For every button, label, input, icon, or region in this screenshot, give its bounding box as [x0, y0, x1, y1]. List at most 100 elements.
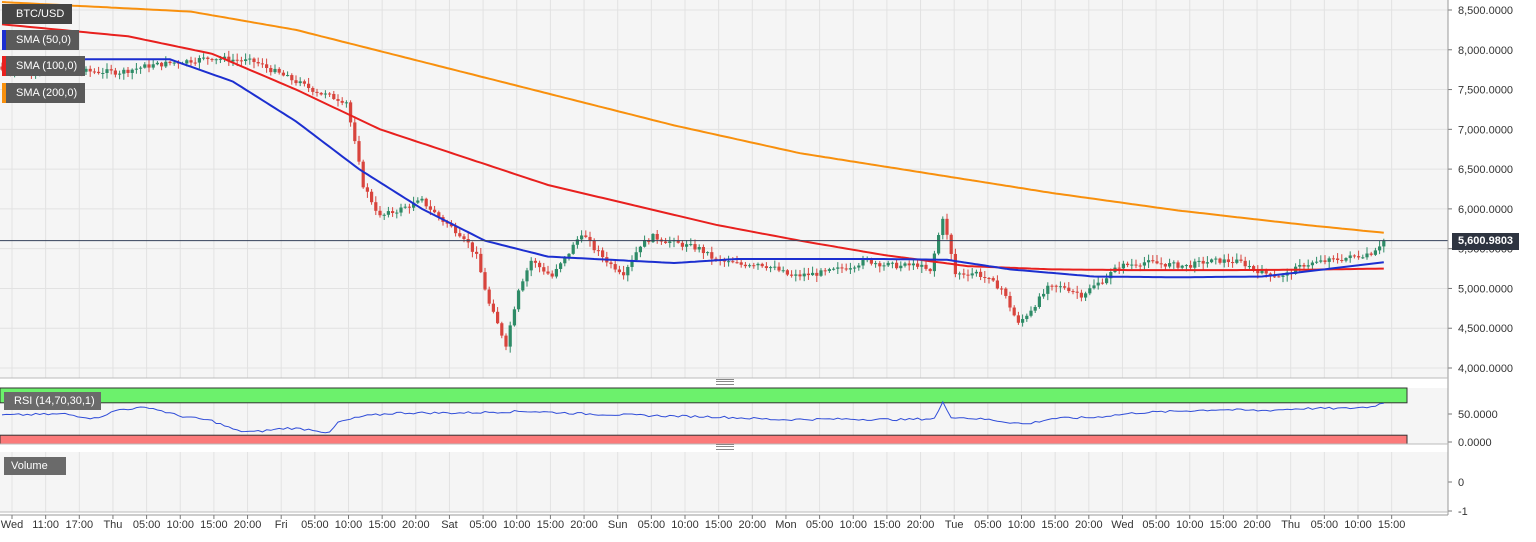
- candle-down: [487, 289, 491, 304]
- candle-down: [790, 274, 794, 276]
- candle-up: [298, 81, 302, 84]
- candle-down: [365, 187, 369, 192]
- candle-down: [550, 273, 554, 277]
- candle-down: [655, 233, 659, 240]
- candle-down: [1067, 287, 1071, 292]
- candle-down: [731, 261, 735, 263]
- candle-down: [680, 242, 684, 247]
- x-tick-label: 10:00: [335, 519, 363, 531]
- y-tick-label: 5,000.0000: [1458, 283, 1513, 295]
- candle-up: [1046, 285, 1050, 294]
- candle-down: [328, 93, 332, 95]
- candle-down: [1063, 286, 1067, 288]
- candle-up: [638, 246, 642, 253]
- candle-up: [634, 252, 638, 261]
- candle-down: [361, 161, 365, 188]
- candle-down: [1189, 265, 1193, 268]
- candle-down: [1134, 264, 1138, 266]
- candle-down: [907, 263, 911, 266]
- volume-pane-label[interactable]: Volume: [4, 457, 66, 475]
- candle-up: [1096, 282, 1100, 286]
- candle-up: [1319, 260, 1323, 262]
- candle-down: [1243, 260, 1247, 267]
- candle-up: [1214, 258, 1218, 260]
- candle-up: [554, 268, 558, 277]
- y-tick-label: 4,000.0000: [1458, 363, 1513, 375]
- candle-up: [1058, 286, 1062, 288]
- candle-up: [508, 325, 512, 347]
- candle-up: [1373, 250, 1377, 255]
- candle-up: [403, 206, 407, 208]
- x-tick-label: 05:00: [1311, 519, 1339, 531]
- candle-down: [538, 262, 542, 268]
- candle-down: [260, 63, 264, 65]
- candle-down: [1151, 260, 1155, 262]
- x-tick-label: 15:00: [1041, 519, 1069, 531]
- candle-up: [323, 93, 327, 95]
- candle-down: [1226, 259, 1230, 263]
- x-tick-label: 15:00: [200, 519, 228, 531]
- x-tick-label: 05:00: [1142, 519, 1170, 531]
- candle-down: [1331, 258, 1335, 260]
- candle-down: [664, 241, 668, 243]
- candle-down: [869, 259, 873, 264]
- candle-down: [496, 311, 500, 324]
- x-tick-label: Thu: [1281, 519, 1300, 531]
- sma100-line: [1, 23, 1384, 272]
- candle-up: [832, 268, 836, 270]
- candle-down: [189, 60, 193, 63]
- candle-down: [609, 262, 613, 265]
- candle-up: [1205, 262, 1209, 264]
- candle-up: [164, 61, 168, 67]
- x-tick-label: 05:00: [974, 519, 1002, 531]
- candle-up: [521, 281, 525, 291]
- candle-up: [1327, 258, 1331, 262]
- candle-up: [811, 272, 815, 276]
- candle-down: [895, 262, 899, 269]
- candle-up: [827, 269, 831, 271]
- sma200-badge[interactable]: SMA (200,0): [2, 83, 86, 103]
- candle-up: [386, 211, 390, 215]
- candle-up: [529, 260, 533, 271]
- candle-down: [844, 268, 848, 270]
- candle-down: [357, 141, 361, 162]
- candle-down: [256, 62, 260, 64]
- candle-up: [231, 59, 235, 62]
- pane-resize-handle-rsi[interactable]: [716, 379, 734, 385]
- candle-up: [399, 207, 403, 213]
- rsi-pane-label[interactable]: RSI (14,70,30,1): [4, 392, 101, 410]
- candle-up: [105, 69, 109, 73]
- candle-down: [1100, 282, 1104, 284]
- candle-down: [1176, 262, 1180, 268]
- candle-down: [785, 270, 789, 275]
- volume-tick-label: 0: [1458, 477, 1464, 489]
- candle-down: [315, 91, 319, 93]
- x-tick-label: 10:00: [671, 519, 699, 531]
- candle-down: [760, 263, 764, 267]
- sma100-badge[interactable]: SMA (100,0): [2, 56, 86, 76]
- candle-down: [979, 271, 983, 278]
- candle-down: [449, 223, 453, 227]
- x-tick-label: 10:00: [503, 519, 531, 531]
- candle-up: [857, 265, 861, 268]
- volume-pane-bg: [0, 452, 1448, 512]
- candle-down: [1256, 269, 1260, 274]
- candle-up: [1222, 259, 1226, 263]
- x-tick-label: Tue: [945, 519, 964, 531]
- candle-up: [416, 200, 420, 203]
- x-tick-label: 20:00: [1075, 519, 1103, 531]
- candle-up: [769, 267, 773, 269]
- candle-down: [407, 206, 411, 208]
- candle-down: [269, 67, 273, 73]
- candle-up: [197, 57, 201, 63]
- sma50-badge[interactable]: SMA (50,0): [2, 30, 80, 50]
- candle-down: [743, 264, 747, 267]
- candle-up: [218, 58, 222, 60]
- candle-down: [1218, 258, 1222, 263]
- candle-down: [962, 273, 966, 275]
- pane-resize-handle-volume[interactable]: [716, 444, 734, 450]
- candle-down: [693, 244, 697, 250]
- candle-down: [916, 263, 920, 267]
